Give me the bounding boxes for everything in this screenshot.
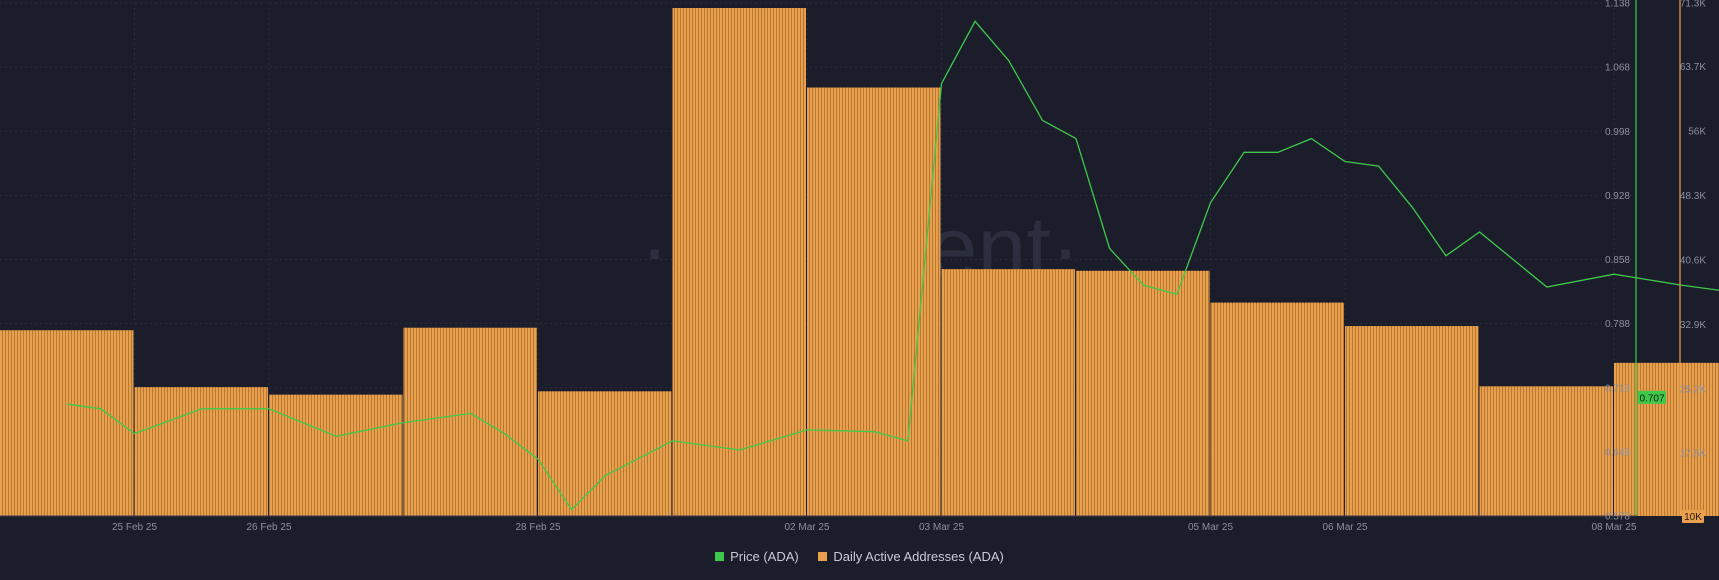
price-tick-label: 0.578 <box>1605 512 1630 523</box>
addresses-tick-label: 32.9K <box>1680 320 1706 331</box>
legend-label-addresses: Daily Active Addresses (ADA) <box>833 549 1004 564</box>
x-tick-label: 05 Mar 25 <box>1188 522 1233 533</box>
price-tick-label: 0.928 <box>1605 191 1630 202</box>
current-price-badge <box>1638 390 1666 404</box>
x-tick-label: 28 Feb 25 <box>515 522 560 533</box>
x-tick-label: 08 Mar 25 <box>1591 522 1636 533</box>
addresses-tick-label: 63.7K <box>1680 62 1706 73</box>
bar <box>1479 386 1613 516</box>
legend-item-price[interactable]: Price (ADA) <box>715 549 799 564</box>
current-price-label: 0.707 <box>1639 393 1664 404</box>
bar <box>1345 326 1479 516</box>
x-tick-label: 25 Feb 25 <box>112 522 157 533</box>
addresses-tick-label: 48.3K <box>1680 191 1706 202</box>
bar <box>0 330 134 516</box>
bar <box>1076 270 1210 516</box>
bar <box>1210 302 1344 516</box>
x-tick-label: 03 Mar 25 <box>919 522 964 533</box>
price-tick-label: 1.068 <box>1605 63 1630 74</box>
addresses-tick-label: 40.6K <box>1680 255 1706 266</box>
bar <box>672 8 806 516</box>
addresses-tick-label: 56K <box>1688 127 1706 138</box>
price-tick-label: 1.138 <box>1605 0 1630 10</box>
bar <box>269 394 403 516</box>
price-tick-label: 0.998 <box>1605 127 1630 138</box>
bar <box>403 327 537 516</box>
bar <box>538 391 672 516</box>
addresses-tick-label: 25.2K <box>1680 384 1706 395</box>
price-axis-ticks: 0.578 0.648 0.718 0.788 0.858 0.928 0.998 1.068… <box>1605 0 1630 523</box>
addresses-tick-label: 71.3K <box>1680 0 1706 10</box>
x-tick-label: 02 Mar 25 <box>784 522 829 533</box>
legend-label-price: Price (ADA) <box>730 549 799 564</box>
addresses-min-label: 10K <box>1684 512 1702 523</box>
addresses-min-badge <box>1682 510 1704 523</box>
bar <box>1614 362 1719 516</box>
bar <box>807 87 941 516</box>
bars-daily-active-addresses <box>0 8 1719 516</box>
price-tick-label: 0.858 <box>1605 255 1630 266</box>
price-tick-label: 0.718 <box>1605 383 1630 394</box>
x-axis-ticks: 25 Feb 25 26 Feb 25 28 Feb 25 02 Mar 25 03 M… <box>112 522 1637 533</box>
bar <box>941 269 1075 516</box>
price-tick-label: 0.788 <box>1605 319 1630 330</box>
series-line-price <box>67 20 1719 511</box>
legend-swatch-price <box>715 552 725 561</box>
value-badges: 0.707 10K <box>1638 390 1704 523</box>
price-tick-label: 0.648 <box>1605 447 1630 458</box>
axes <box>0 0 1681 517</box>
addresses-axis-ticks: 17.5K 25.2K 32.9K 40.6K 48.3K 56K 63.7K 71.3K <box>1680 0 1706 460</box>
legend-swatch-addresses <box>818 552 828 561</box>
legend-item-addresses[interactable]: Daily Active Addresses (ADA) <box>818 549 1004 564</box>
addresses-tick-label: 17.5K <box>1680 449 1706 460</box>
x-tick-label: 26 Feb 25 <box>246 522 291 533</box>
x-tick-label: 06 Mar 25 <box>1322 522 1367 533</box>
bar <box>134 387 268 516</box>
legend: Price (ADA) Daily Active Addresses (ADA) <box>0 549 1719 564</box>
